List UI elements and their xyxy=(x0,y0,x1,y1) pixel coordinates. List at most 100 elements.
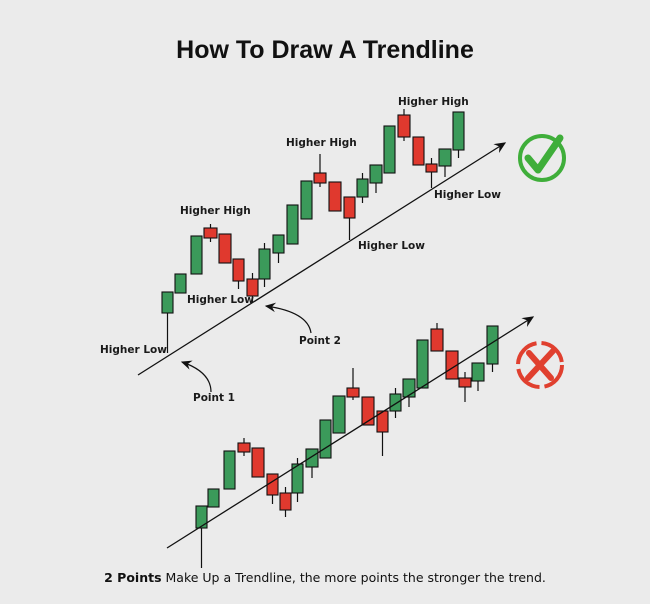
top-trendline xyxy=(137,142,507,376)
bearish-candle xyxy=(346,368,360,400)
candle-body xyxy=(412,136,425,166)
candle-body xyxy=(346,387,360,398)
bullish-candle xyxy=(486,325,499,372)
candle-body xyxy=(279,492,292,511)
candle-body xyxy=(174,273,187,294)
label-higher-low: Higher Low xyxy=(100,344,167,356)
bullish-candle xyxy=(332,395,346,434)
candle-body xyxy=(397,114,411,138)
candle-body xyxy=(313,172,327,184)
label-higher-low: Higher Low xyxy=(358,240,425,252)
candle-body xyxy=(356,178,369,198)
candle-body xyxy=(425,163,438,173)
bullish-candle xyxy=(471,362,485,391)
label-higher-low: Higher Low xyxy=(187,294,254,306)
bullish-candle xyxy=(190,235,203,275)
candle-body xyxy=(389,393,402,412)
caption: 2 Points Make Up a Trendline, the more p… xyxy=(0,570,650,585)
bullish-candle xyxy=(452,111,465,158)
bearish-candle xyxy=(218,233,232,264)
bullish-candle xyxy=(369,164,383,193)
candle-body xyxy=(161,291,174,314)
caption-rest: Make Up a Trendline, the more points the… xyxy=(161,570,546,585)
candle-body xyxy=(402,378,416,398)
bearish-candle xyxy=(279,487,292,517)
bearish-candle xyxy=(203,224,218,242)
label-higher-high: Higher High xyxy=(286,137,357,149)
candle-body xyxy=(195,505,208,529)
bearish-candle xyxy=(458,372,472,402)
bullish-candle xyxy=(174,273,187,294)
candle-body xyxy=(486,325,499,365)
label-higher-high: Higher High xyxy=(180,205,251,217)
bottom-trendline xyxy=(166,316,535,549)
label-higher-low: Higher Low xyxy=(434,189,501,201)
bullish-candle xyxy=(207,488,220,508)
bullish-candle xyxy=(319,419,332,459)
candle-body xyxy=(458,377,472,388)
candle-body xyxy=(416,339,429,389)
candle-body xyxy=(300,180,313,220)
bullish-candle xyxy=(161,291,174,353)
bullish-candle xyxy=(195,505,208,568)
page-title: How To Draw A Trendline xyxy=(176,36,474,64)
candle-body xyxy=(190,235,203,275)
candle-body xyxy=(272,234,285,254)
bearish-candle xyxy=(376,410,389,456)
candle-body xyxy=(361,396,375,426)
bullish-candle xyxy=(305,448,319,478)
candle-body xyxy=(218,233,232,264)
bullish-candle xyxy=(383,125,396,174)
candle-body xyxy=(251,447,265,478)
bearish-candle xyxy=(251,447,265,478)
candle-body xyxy=(471,362,485,382)
bearish-candle xyxy=(313,154,327,187)
label-point-1: Point 1 xyxy=(193,392,235,404)
candle-body xyxy=(332,395,346,434)
candle-body xyxy=(223,450,236,490)
bullish-candle xyxy=(416,339,429,389)
top-candles xyxy=(161,109,465,353)
bearish-candle xyxy=(237,438,251,456)
label-point-2: Point 2 xyxy=(299,335,341,347)
bearish-candle xyxy=(328,181,342,212)
candle-body xyxy=(258,248,271,280)
bullish-candle xyxy=(389,388,402,418)
point-1-arrow xyxy=(180,360,212,393)
bearish-candle xyxy=(361,396,375,426)
bearish-candle xyxy=(246,273,259,302)
bullish-candle xyxy=(291,458,304,502)
candle-body xyxy=(369,164,383,184)
bullish-candle xyxy=(356,173,369,203)
check-circle-icon xyxy=(518,134,566,182)
bullish-candle xyxy=(223,450,236,490)
candle-body xyxy=(203,227,218,239)
bearish-candle xyxy=(343,196,356,240)
bearish-candle xyxy=(425,158,438,188)
bearish-candle xyxy=(397,109,411,141)
candle-body xyxy=(343,196,356,219)
caption-bold: 2 Points xyxy=(104,570,162,585)
candle-body xyxy=(305,448,319,468)
bullish-candle xyxy=(286,204,299,245)
point-2-arrow xyxy=(264,302,312,334)
bullish-candle xyxy=(402,378,416,407)
candle-body xyxy=(319,419,332,459)
candle-body xyxy=(286,204,299,245)
candle-body xyxy=(237,442,251,453)
candle-body xyxy=(328,181,342,212)
label-higher-high: Higher High xyxy=(398,96,469,108)
candle-body xyxy=(376,410,389,433)
candle-body xyxy=(232,258,245,282)
candle-body xyxy=(383,125,396,174)
candle-body xyxy=(207,488,220,508)
x-circle-icon xyxy=(516,341,564,389)
bearish-candle xyxy=(232,258,245,289)
candle-body xyxy=(291,463,304,494)
candle-body xyxy=(430,328,444,352)
candle-body xyxy=(246,278,259,297)
bullish-candle xyxy=(300,180,313,220)
bullish-candle xyxy=(258,243,271,287)
candle-body xyxy=(452,111,465,151)
